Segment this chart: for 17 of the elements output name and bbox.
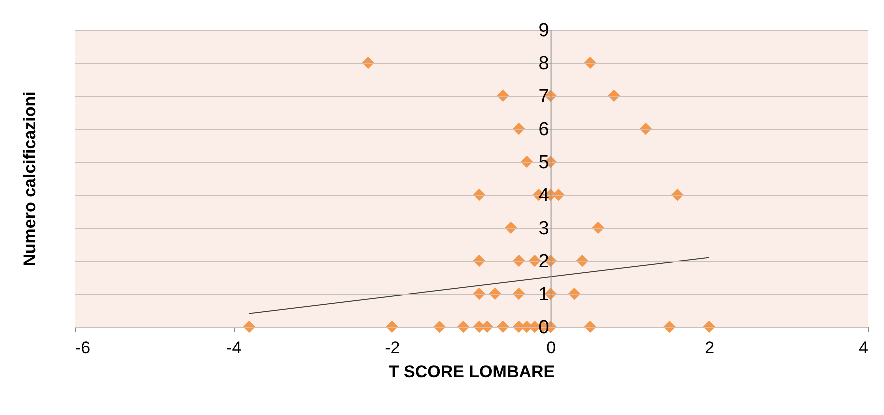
y-tick-label: 4 [538,186,550,206]
y-tick-label: 7 [538,86,550,108]
y-tick-label: 1 [538,284,550,306]
x-tick-label: -4 [226,338,242,358]
x-tick-label: -2 [385,338,400,358]
y-tick-label: 2 [538,252,550,272]
x-tick-label: 2 [705,338,715,358]
x-tick-label: 4 [859,338,868,358]
y-tick-label: 6 [538,120,550,140]
point [703,320,716,334]
x-tick-label: -6 [76,338,91,358]
y-tick-label: 3 [538,218,550,240]
y-tick-label: 8 [538,54,550,74]
x-axis-title: T SCORE LOMBARE [388,362,556,382]
y-tick-label: 9 [538,20,550,42]
y-axis-title: Numero calcificazioni [20,92,40,266]
y-tick-label: 5 [538,152,550,174]
